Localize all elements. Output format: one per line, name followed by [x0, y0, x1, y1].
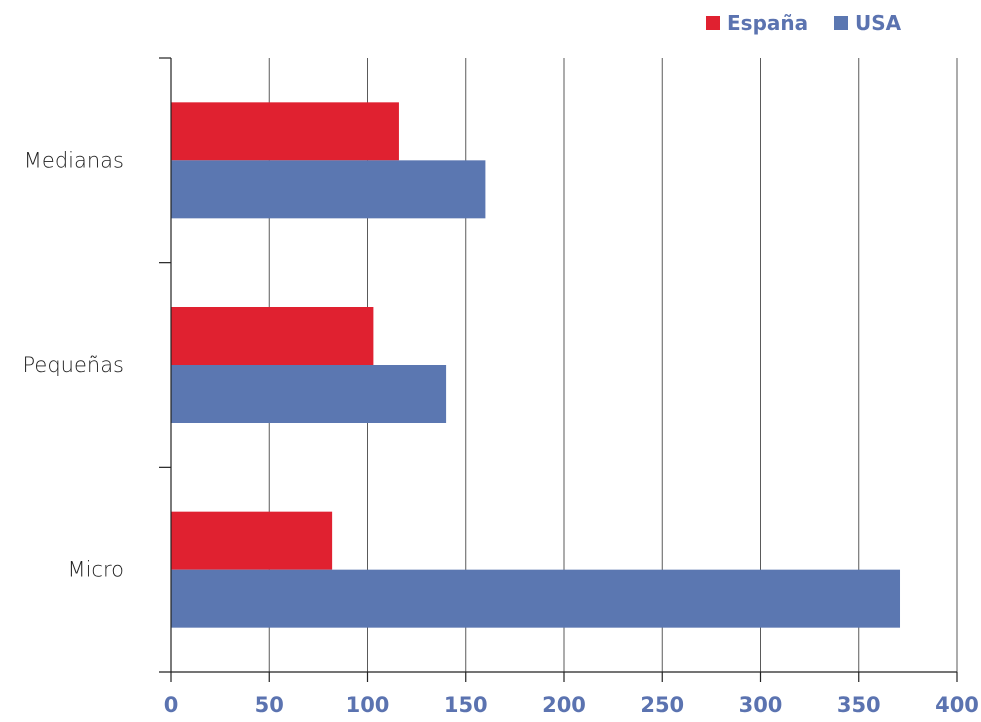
- x-tick-label-300: 300: [739, 693, 783, 717]
- bar-espa-a-medianas: [171, 102, 399, 161]
- category-labels: Micro Pequeñas Medianas: [22, 148, 124, 581]
- category-label-peque-as: Pequeñas: [22, 353, 124, 377]
- legend-label-espa-a: España: [727, 11, 808, 35]
- bar-usa-medianas: [171, 160, 486, 219]
- x-tick-label-50: 50: [255, 693, 284, 717]
- axes: [159, 57, 958, 682]
- bar-usa-peque-as: [171, 365, 447, 423]
- x-tick-label-200: 200: [542, 693, 586, 717]
- x-tick-label-350: 350: [837, 693, 881, 717]
- legend: España USA: [706, 11, 902, 35]
- x-tick-label-0: 0: [164, 693, 179, 717]
- legend-label-usa: USA: [855, 11, 902, 35]
- bars: [171, 102, 901, 628]
- legend-swatch-usa: [834, 16, 848, 30]
- category-label-micro: Micro: [67, 558, 124, 582]
- bar-espa-a-micro: [171, 511, 333, 570]
- legend-swatch-espa-a: [706, 16, 720, 30]
- x-tick-label-400: 400: [935, 693, 979, 717]
- x-tick-label-250: 250: [640, 693, 684, 717]
- bar-espa-a-peque-as: [171, 307, 374, 365]
- x-tick-label-100: 100: [346, 693, 390, 717]
- bar-usa-micro: [171, 569, 901, 628]
- category-label-medianas: Medianas: [24, 148, 124, 172]
- x-tick-label-150: 150: [444, 693, 488, 717]
- x-tick-labels: 0 50 100 150 200 250 300 350 400: [164, 693, 979, 717]
